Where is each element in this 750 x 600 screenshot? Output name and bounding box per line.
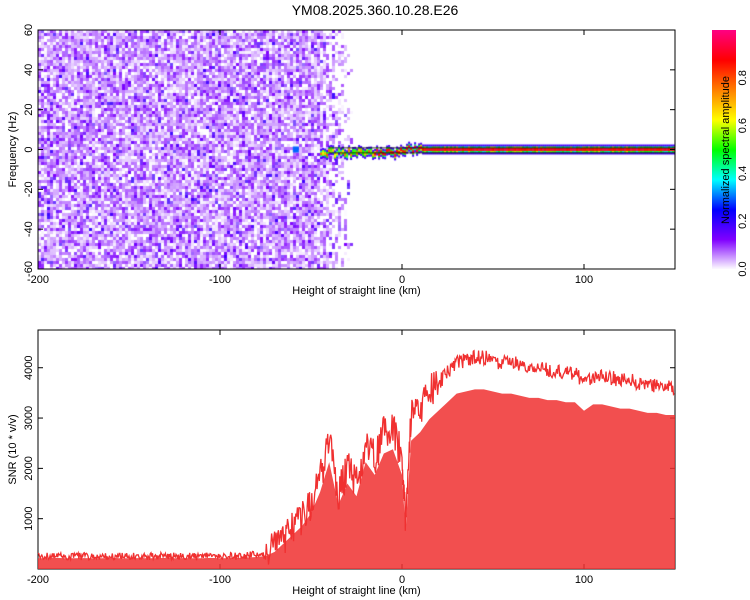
spectrogram-xlabel: Height of straight line (km) [292,285,420,297]
snr-xlabel: Height of straight line (km) [292,585,420,597]
snr-xtick-label: -200 [27,574,49,586]
snr-ylabel: SNR (10 * v/v) [7,414,19,484]
colorbar-tick-label: 0.8 [737,70,749,85]
snr-xtick-label: 100 [575,574,593,586]
spectrogram-ylabel: Frequency (Hz) [7,112,19,188]
spectrogram-xtick-label: 0 [399,274,405,286]
colorbar-tick-label: 0.0 [737,261,749,276]
spectrogram-ytick-label: 40 [23,64,35,76]
chart-title: YM08.2025.360.10.28.E26 [291,2,459,18]
spectrogram-ytick-label: 0 [23,146,35,152]
spectrogram-ytick-label: 20 [23,104,35,116]
spectrogram-frame [37,29,676,270]
colorbar-tick-label: 0.6 [737,118,749,133]
colorbar-tick-label: 0.2 [737,214,749,229]
snr-xtick-label: 0 [399,574,405,586]
snr-ytick-label: 4000 [23,355,35,379]
colorbar-tick-label: 0.4 [737,166,749,181]
spectrogram-ytick-label: -60 [23,261,35,277]
spectrogram-ytick-label: 60 [23,24,35,36]
spectrogram-xtick-label: 100 [575,274,593,286]
snr-ytick-label: 1000 [23,506,35,530]
spectrogram-xtick-label: -200 [27,274,49,286]
snr-ytick-label: 2000 [23,456,35,480]
snr-xtick-label: -100 [209,574,231,586]
snr-ytick-label: 3000 [23,406,35,430]
colorbar [712,30,736,269]
spectrogram-ytick-label: -40 [23,221,35,237]
colorbar-label: Normalized spectral amplitude [720,76,732,224]
spectrogram-ytick-label: -20 [23,181,35,197]
spectrogram-heatmap [38,30,675,269]
snr-series-line [37,349,675,565]
spectrogram-xtick-label: -100 [209,274,231,286]
snr-series-fill [38,389,675,569]
